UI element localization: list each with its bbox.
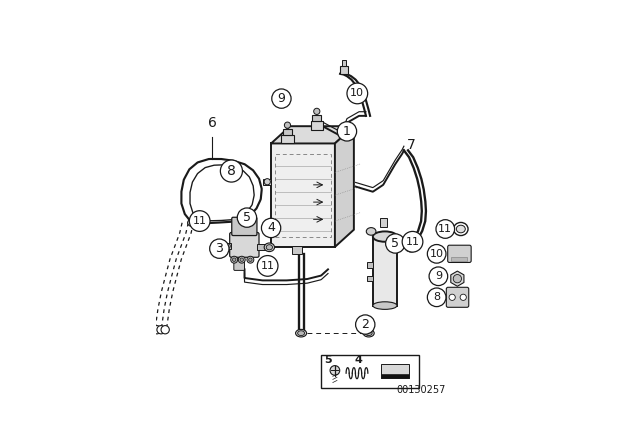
Circle shape: [153, 326, 161, 334]
Polygon shape: [335, 126, 354, 247]
Text: 5: 5: [243, 211, 251, 224]
Text: 1: 1: [343, 125, 351, 138]
Bar: [342, 60, 346, 66]
Ellipse shape: [406, 243, 417, 252]
Circle shape: [232, 258, 236, 262]
Text: 6: 6: [208, 116, 217, 130]
Circle shape: [402, 232, 423, 252]
Circle shape: [429, 267, 448, 285]
Ellipse shape: [366, 228, 376, 235]
Text: 00130257: 00130257: [396, 385, 446, 395]
Bar: [381, 363, 409, 378]
Text: 7: 7: [406, 138, 415, 152]
Circle shape: [386, 234, 405, 253]
Polygon shape: [451, 271, 464, 286]
Circle shape: [428, 245, 446, 263]
Circle shape: [231, 256, 237, 263]
Bar: [257, 244, 269, 250]
Circle shape: [261, 218, 281, 237]
Text: 8: 8: [227, 164, 236, 178]
Circle shape: [264, 179, 270, 185]
Bar: [367, 276, 373, 281]
Circle shape: [330, 366, 340, 375]
Ellipse shape: [188, 219, 198, 227]
Ellipse shape: [456, 225, 465, 233]
Ellipse shape: [189, 220, 196, 225]
FancyBboxPatch shape: [232, 217, 257, 236]
Text: 8: 8: [433, 292, 440, 302]
Circle shape: [347, 83, 367, 104]
Circle shape: [189, 211, 210, 232]
FancyBboxPatch shape: [234, 258, 244, 271]
Text: 9: 9: [278, 92, 285, 105]
Bar: [380, 218, 387, 227]
FancyBboxPatch shape: [230, 233, 259, 257]
Circle shape: [284, 122, 291, 128]
Text: 11: 11: [438, 224, 452, 234]
Bar: [367, 262, 373, 267]
Circle shape: [225, 244, 230, 249]
Circle shape: [247, 256, 254, 263]
Ellipse shape: [373, 232, 397, 242]
Circle shape: [436, 220, 454, 238]
Circle shape: [238, 256, 245, 263]
Ellipse shape: [365, 331, 372, 336]
Text: 5: 5: [324, 355, 332, 366]
Ellipse shape: [296, 329, 307, 337]
Bar: [225, 244, 232, 249]
Circle shape: [220, 160, 243, 182]
Bar: [275, 154, 332, 237]
Circle shape: [210, 239, 229, 258]
Text: 11: 11: [193, 216, 207, 226]
Circle shape: [356, 315, 375, 334]
Ellipse shape: [266, 245, 273, 250]
Ellipse shape: [454, 223, 468, 236]
Circle shape: [257, 255, 278, 276]
Bar: [451, 257, 467, 261]
Text: 4: 4: [267, 221, 275, 234]
Bar: [373, 237, 397, 306]
FancyBboxPatch shape: [448, 245, 471, 263]
Ellipse shape: [264, 243, 275, 252]
Ellipse shape: [363, 329, 374, 337]
Text: 9: 9: [435, 271, 442, 281]
Text: 3: 3: [216, 242, 223, 255]
Circle shape: [161, 326, 170, 334]
Bar: [312, 115, 321, 121]
Bar: [283, 129, 292, 135]
Circle shape: [460, 294, 467, 301]
Polygon shape: [271, 126, 354, 143]
Circle shape: [272, 89, 291, 108]
Text: 5: 5: [391, 237, 399, 250]
Ellipse shape: [373, 302, 397, 310]
Text: 10: 10: [350, 88, 364, 99]
Text: 11: 11: [260, 261, 275, 271]
Circle shape: [449, 294, 455, 301]
Bar: [340, 66, 348, 74]
Circle shape: [428, 288, 446, 306]
Circle shape: [157, 326, 165, 334]
Text: 4: 4: [355, 355, 362, 366]
Circle shape: [240, 258, 243, 262]
Bar: [311, 121, 323, 129]
Text: 11: 11: [406, 237, 419, 247]
Bar: [292, 246, 302, 254]
Ellipse shape: [298, 331, 305, 336]
Bar: [282, 135, 294, 143]
Circle shape: [337, 122, 356, 141]
Circle shape: [453, 275, 461, 283]
FancyBboxPatch shape: [446, 287, 468, 307]
Bar: [321, 355, 419, 388]
Text: 2: 2: [362, 318, 369, 331]
Circle shape: [249, 258, 252, 262]
Circle shape: [237, 208, 257, 227]
Bar: [381, 374, 409, 378]
Ellipse shape: [408, 245, 415, 250]
Bar: [264, 179, 271, 185]
Circle shape: [314, 108, 320, 115]
Bar: [271, 143, 335, 247]
Text: 10: 10: [429, 249, 444, 259]
